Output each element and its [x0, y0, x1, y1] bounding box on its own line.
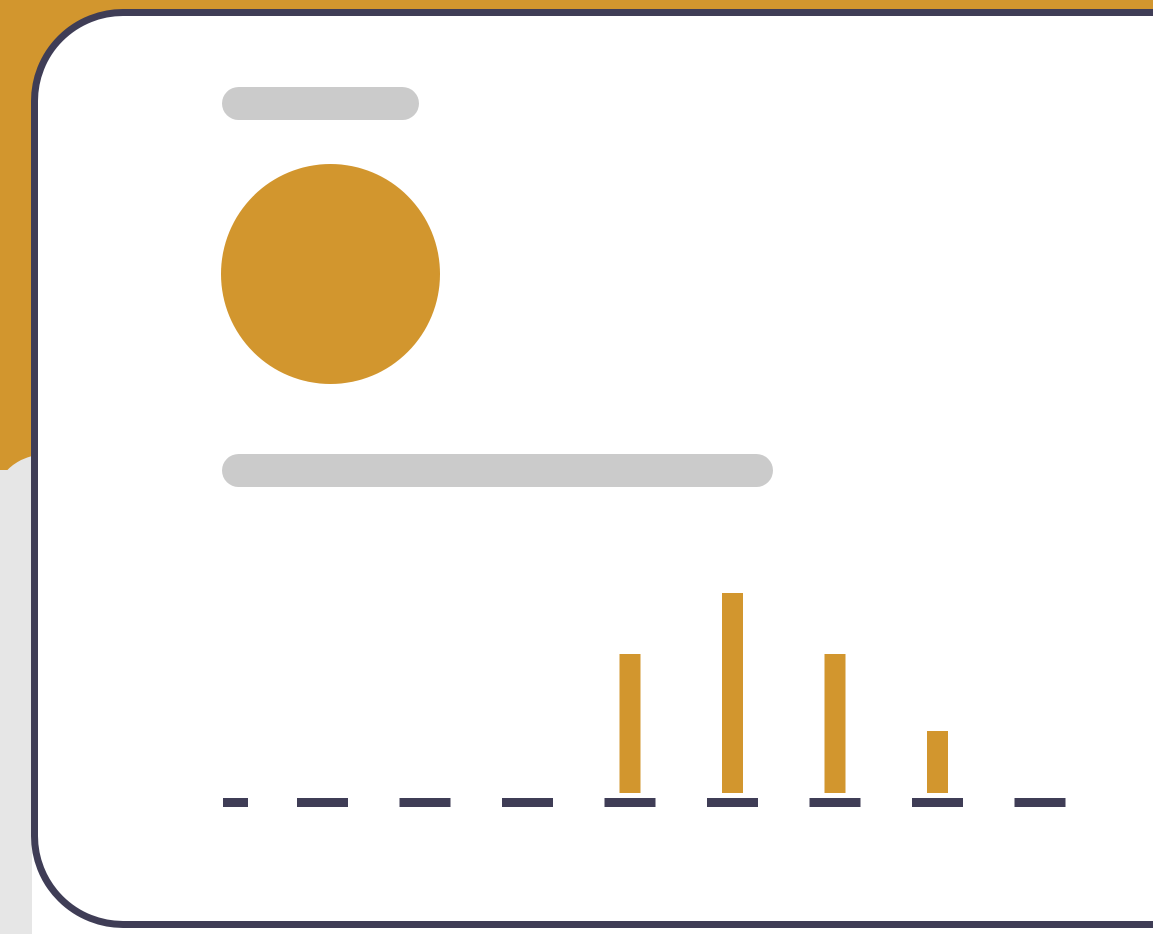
axis-tick-mark — [297, 798, 348, 807]
avatar-circle-icon — [221, 164, 440, 384]
title-placeholder — [222, 87, 419, 120]
axis-tick-mark — [1016, 798, 1041, 807]
chart-bar — [722, 593, 743, 793]
axis-tick-mark — [809, 798, 861, 807]
chart-bar — [927, 731, 948, 793]
chart-bar — [824, 654, 846, 793]
chart-bar — [619, 654, 641, 793]
axis-tick-mark — [223, 798, 248, 807]
axis-tick-mark — [399, 798, 451, 807]
axis-tick-mark — [707, 798, 758, 807]
axis-tick-mark — [604, 798, 656, 807]
gray-backdrop-lower — [0, 470, 32, 934]
axis-tick-mark — [912, 798, 963, 807]
axis-tick-mark — [502, 798, 553, 807]
subtitle-placeholder — [222, 454, 773, 487]
